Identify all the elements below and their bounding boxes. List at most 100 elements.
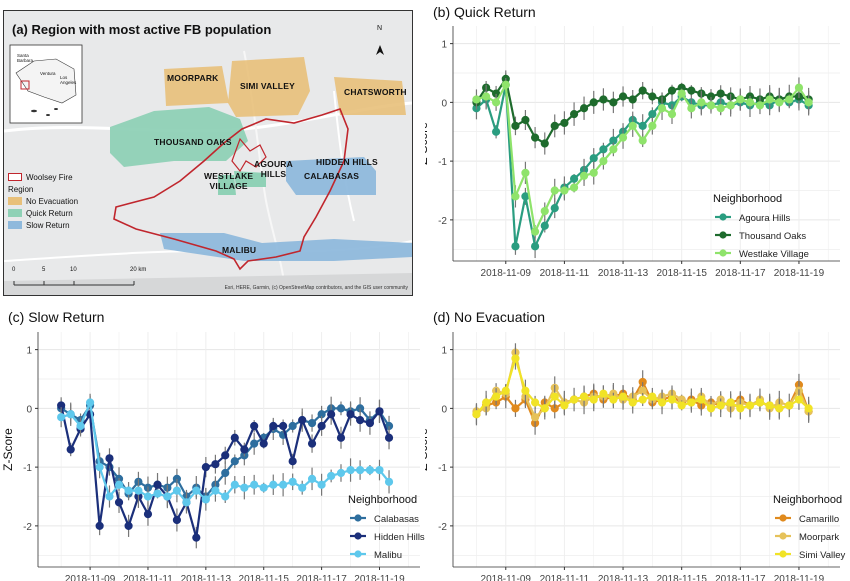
y-tick-label: -2 xyxy=(438,522,447,533)
region-chatsworth xyxy=(334,77,406,115)
legend-marker xyxy=(779,550,787,558)
data-point xyxy=(697,395,706,404)
y-axis-label: Z-Score xyxy=(425,428,430,471)
data-point xyxy=(66,445,75,454)
x-tick-label: 2018-11-19 xyxy=(774,574,825,581)
data-point xyxy=(143,510,153,519)
legend-title: Neighborhood xyxy=(348,494,417,506)
legend-marker xyxy=(354,532,362,540)
data-point xyxy=(250,480,259,489)
place-chatsworth: CHATSWORTH xyxy=(344,87,407,97)
data-point xyxy=(384,477,394,486)
x-tick-label: 2018-11-13 xyxy=(598,574,649,581)
scale-0: 0 xyxy=(12,267,16,273)
y-tick-label: 1 xyxy=(441,40,447,51)
woolsey-fire-perimeter xyxy=(113,108,349,271)
data-point xyxy=(569,110,579,119)
x-tick-label: 2018-11-11 xyxy=(123,574,173,581)
data-point xyxy=(745,401,755,410)
data-point xyxy=(317,480,326,489)
data-point xyxy=(745,98,755,107)
legend-marker xyxy=(719,213,727,221)
data-point xyxy=(105,454,114,463)
data-point xyxy=(667,110,677,119)
series-malibu xyxy=(57,395,394,511)
data-point xyxy=(521,115,530,125)
plot-area xyxy=(453,26,840,261)
quick-return-swatch xyxy=(8,209,22,217)
data-point xyxy=(765,401,774,410)
legend-label: Calabasas xyxy=(374,514,419,525)
data-point xyxy=(346,465,355,475)
chart-title: (d) No Evacuation xyxy=(433,309,545,325)
data-point xyxy=(259,439,268,448)
data-point xyxy=(599,95,608,104)
data-point xyxy=(687,398,696,407)
legend-label: Camarillo xyxy=(799,514,839,525)
map-legend: Woolsey Fire Region No Evacuation Quick … xyxy=(8,171,92,231)
legend-label: Simi Valley xyxy=(799,550,846,561)
data-point xyxy=(648,121,657,130)
data-point xyxy=(501,386,510,395)
legend-label: Moorpark xyxy=(799,532,839,543)
data-point xyxy=(221,451,230,460)
data-point xyxy=(657,104,667,113)
data-point xyxy=(307,418,317,428)
data-point xyxy=(530,133,540,142)
data-point xyxy=(609,395,618,404)
legend-quick-return-label: Quick Return xyxy=(26,208,73,218)
data-point xyxy=(804,404,813,413)
data-point xyxy=(279,421,288,431)
data-point xyxy=(355,465,365,475)
data-point xyxy=(569,395,579,404)
data-point xyxy=(579,171,589,180)
y-tick-label: -2 xyxy=(438,216,447,227)
data-point xyxy=(550,186,559,195)
data-point xyxy=(511,354,520,363)
data-point xyxy=(163,492,172,501)
data-point xyxy=(599,389,608,398)
data-point xyxy=(648,392,657,401)
data-point xyxy=(95,463,104,472)
data-point xyxy=(560,118,569,128)
data-point xyxy=(172,486,182,495)
map-canvas xyxy=(4,11,412,295)
place-moorpark: MOORPARK xyxy=(167,73,219,83)
x-tick-label: 2018-11-13 xyxy=(181,574,232,581)
data-point xyxy=(579,392,589,401)
data-point xyxy=(638,395,647,404)
data-point xyxy=(240,483,249,492)
data-point xyxy=(589,98,598,107)
inset-label-los-angeles: Los Angeles xyxy=(60,75,77,85)
chart-no-evacuation: (d) No Evacuation -2 -1 0 1 2018-11-09 2018-11… xyxy=(425,309,846,581)
data-point xyxy=(736,95,745,104)
x-tick-label: 2018-11-15 xyxy=(239,574,290,581)
data-point xyxy=(182,498,191,507)
data-point xyxy=(530,227,540,236)
data-point xyxy=(124,486,133,495)
data-point xyxy=(491,127,501,136)
y-tick-label: -1 xyxy=(23,463,32,474)
data-point xyxy=(482,398,491,407)
x-tick-label: 2018-11-17 xyxy=(296,574,347,581)
data-point xyxy=(114,480,124,489)
data-point xyxy=(384,433,394,442)
data-point xyxy=(153,480,162,489)
data-point xyxy=(153,489,162,498)
data-point xyxy=(569,174,579,183)
legend-title: Neighborhood xyxy=(773,494,842,506)
data-point xyxy=(609,98,618,107)
data-point xyxy=(511,121,520,130)
data-point xyxy=(521,386,530,395)
data-point xyxy=(346,410,355,419)
data-point xyxy=(336,468,346,478)
data-point xyxy=(540,221,549,230)
data-point xyxy=(794,83,804,92)
data-point xyxy=(530,398,540,407)
data-point xyxy=(579,104,589,113)
data-point xyxy=(375,407,384,416)
region-simi xyxy=(228,57,310,117)
data-point xyxy=(540,404,549,413)
north-arrow-icon xyxy=(376,45,384,55)
data-point xyxy=(491,98,501,107)
